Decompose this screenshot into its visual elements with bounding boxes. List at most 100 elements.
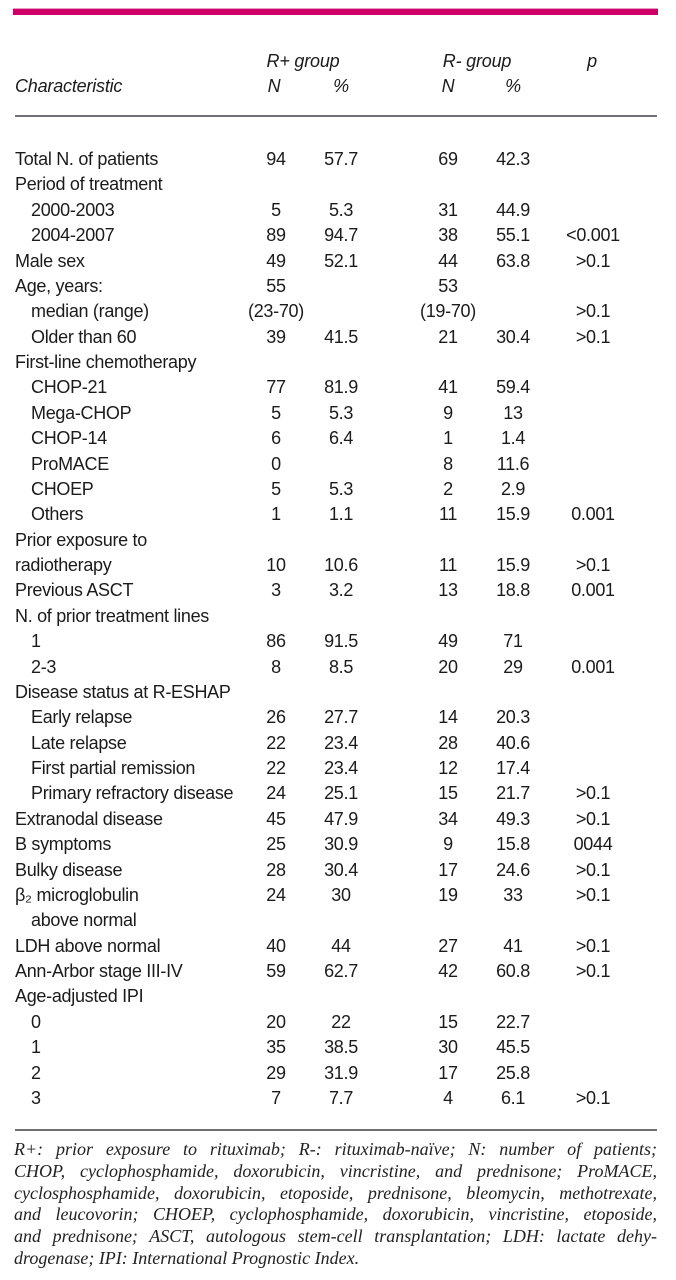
row-label: Period of treatment [15,174,163,195]
cell-rminus-pct: 71 [503,631,523,652]
cell-rminus-pct: 24.6 [496,859,530,880]
cell-rminus-pct: 40.6 [496,732,530,753]
cell-rminus-n: 49 [438,631,458,652]
cell-rplus-pct: 27.7 [324,707,358,728]
cell-rminus-pct: 6.1 [500,1087,526,1108]
table-row: CHOP-21 77 81.9 41 59.4 [0,375,676,400]
table-row: CHOEP 5 5.3 2 2.9 [0,477,676,502]
cell-rplus-n: 40 [266,935,286,956]
cell-rplus-pct: 44 [331,935,351,956]
cell-pvalue: <0.001 [566,225,620,246]
row-label: 0 [31,1011,41,1032]
cell-rplus-n: 7 [271,1087,281,1108]
cell-rplus-n: 77 [266,377,286,398]
footnote-line: drogenase; IPI: International Prognostic… [14,1247,360,1268]
cell-rplus-n: 45 [266,808,286,829]
cell-rplus-n: 0 [271,453,281,474]
table-row: Age-adjusted IPI [0,984,676,1009]
row-label: Age-adjusted IPI [15,986,144,1007]
cell-rplus-n: 10 [266,555,286,575]
cell-rplus-n: 49 [266,250,286,271]
footnote-line: and prednisone; ASCT, autologous stem-ce… [14,1226,657,1247]
cell-rplus-n: 22 [266,758,286,778]
row-label: Total N. of patients [15,149,159,169]
table-body: Total N. of patients 94 57.7 69 42.3 Per… [0,147,676,1111]
table-row: ProMACE 0 8 11.6 [0,452,676,477]
cell-rplus-pct: 7.7 [328,1087,354,1108]
row-label: 1 [31,1037,41,1058]
row-label: radiotherapy [15,555,112,575]
table-row: radiotherapy 10 10.6 11 15.9 >0.1 [0,553,676,578]
cell-rplus-n: 89 [266,225,286,246]
cell-rminus-n: 27 [438,935,458,956]
cell-rminus-pct: 45.5 [496,1037,530,1058]
cell-rplus-n: 29 [266,1062,286,1083]
cell-pvalue: >0.1 [575,884,611,905]
row-label: Prior exposure to [15,529,147,550]
cell-rminus-pct: 18.8 [496,580,530,601]
row-label: CHOEP [31,478,94,499]
cell-rminus-n: 9 [443,402,453,423]
cell-rminus-pct: 2.9 [500,478,526,499]
header-n-rplus: N [267,76,281,96]
cell-rplus-pct: 10.6 [324,555,358,575]
cell-rminus-n: 14 [438,707,458,728]
cell-rminus-n: 41 [438,377,458,398]
table-row: 2004-2007 89 94.7 38 55.1 <0.001 [0,223,676,248]
cell-rplus-pct: 81.9 [324,377,358,398]
row-label: 1 [31,631,41,652]
cell-rminus-n: 12 [438,758,458,778]
row-label: above normal [31,910,137,931]
cell-rminus-n: 31 [438,199,458,220]
table-row: Disease status at R-ESHAP [0,680,676,705]
table-row: LDH above normal 40 44 27 41 >0.1 [0,934,676,959]
cell-rminus-pct: 17.4 [496,758,530,778]
row-label: Older than 60 [31,326,137,347]
row-label: Others [31,504,84,525]
row-label: Male sex [15,250,85,271]
row-label: Bulky disease [15,859,123,880]
cell-rminus-n: 9 [443,834,453,855]
cell-rplus-pct: 5.3 [328,199,354,220]
table-row: Mega-CHOP 5 5.3 9 13 [0,401,676,426]
cell-rminus-pct: 42.3 [496,149,530,169]
cell-rminus-pct: 15.9 [496,504,530,525]
table-row: β₂ microglobulin 24 30 19 33 >0.1 [0,883,676,908]
cell-rminus-n: 15 [438,1011,458,1032]
cell-rplus-pct: 47.9 [324,808,358,829]
table-row: Period of treatment [0,172,676,197]
table-row: Previous ASCT 3 3.2 13 18.8 0.001 [0,578,676,603]
cell-rplus-pct: 22 [331,1011,351,1032]
cell-rplus-pct: 31.9 [324,1062,358,1083]
row-label: LDH above normal [15,935,161,956]
row-label: Primary refractory disease [31,783,234,804]
cell-rplus-n: 5 [271,199,281,220]
cell-pvalue: 0.001 [571,580,615,601]
cell-rplus-n: 8 [271,656,281,677]
cell-rminus-n: 8 [443,453,453,474]
cell-pvalue: 0044 [573,834,613,855]
cell-rminus-n: 42 [438,961,458,981]
cell-rplus-pct: 3.2 [328,580,354,601]
cell-rplus-pct: 30 [331,884,351,905]
table-row: Extranodal disease 45 47.9 34 49.3 >0.1 [0,807,676,832]
cell-rplus-pct: 52.1 [324,250,358,271]
table-row: Ann-Arbor stage III-IV 59 62.7 42 60.8 >… [0,959,676,984]
cell-rminus-n: 44 [438,250,458,271]
cell-rplus-n: 26 [266,707,286,728]
row-label: Extranodal disease [15,808,163,829]
cell-rminus-pct: 49.3 [496,808,530,829]
cell-rminus-pct: 60.8 [496,961,530,981]
row-label: β₂ microglobulin [15,884,139,905]
cell-rplus-pct: 23.4 [324,732,358,753]
cell-rminus-n: 11 [438,555,458,575]
header-group-rplus: R+ group [266,51,340,71]
cell-rminus-pct: 33 [503,884,523,905]
cell-rminus-n: 28 [438,732,458,753]
row-label: Late relapse [31,732,127,753]
cell-rplus-n: 59 [266,961,286,981]
cell-rminus-pct: 41 [503,935,523,956]
cell-rminus-pct: 30.4 [496,326,530,347]
cell-rminus-pct: 44.9 [496,199,530,220]
footnote-line: R+: prior exposure to rituximab; R-: rit… [14,1139,657,1159]
